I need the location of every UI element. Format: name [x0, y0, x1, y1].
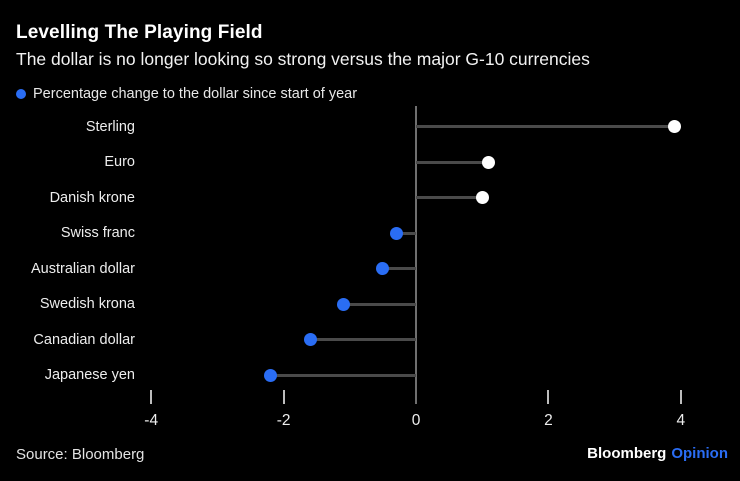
axis-tick-label: -4 [144, 412, 159, 429]
data-point-dot [667, 120, 681, 133]
stem-line [270, 373, 416, 377]
legend-label: Percentage change to the dollar since st… [33, 86, 358, 102]
axis-tick [282, 390, 285, 404]
axis-tick-label: -2 [276, 412, 291, 429]
category-label: Swiss franc [60, 225, 135, 241]
category-label: Sterling [85, 118, 135, 135]
stem-line [416, 125, 675, 128]
zero-axis-line [415, 106, 417, 404]
axis-tick [547, 390, 550, 404]
stem-line [382, 267, 416, 270]
data-point-dot [336, 297, 350, 311]
category-label: Swedish krona [39, 296, 135, 312]
brand-suffix: Opinion [671, 445, 728, 462]
data-point-dot [263, 368, 277, 382]
data-point-dot [482, 155, 496, 169]
chart-title: Levelling The Playing Field [16, 22, 263, 43]
stem-line [396, 231, 416, 235]
legend-dot-icon [16, 89, 26, 99]
axis-tick-label: 2 [544, 412, 553, 429]
axis-tick [679, 390, 682, 404]
stem-line [343, 302, 416, 306]
category-label: Japanese yen [44, 367, 135, 383]
category-label: Canadian dollar [33, 331, 135, 348]
stem-line [416, 196, 483, 199]
stem-line [310, 338, 416, 341]
category-label: Australian dollar [31, 260, 135, 277]
data-point-dot [303, 333, 317, 346]
chart-subtitle: The dollar is no longer looking so stron… [16, 49, 590, 69]
data-point-dot [475, 191, 489, 204]
brand-name: Bloomberg [587, 445, 667, 462]
category-label: Euro [104, 154, 135, 170]
plot-area: Sterling Euro Danish krone Swiss franc Austr… [0, 106, 740, 429]
legend: Percentage change to the dollar since st… [16, 86, 357, 102]
data-point-dot [376, 262, 390, 275]
category-label: Danish krone [49, 189, 135, 206]
stem-line [416, 160, 489, 164]
source-attribution: Source: Bloomberg [16, 446, 145, 463]
axis-tick-label: 0 [411, 412, 421, 429]
brand-logo: Bloomberg Opinion [587, 445, 728, 462]
axis-tick-label: 4 [676, 412, 686, 429]
axis-tick [150, 390, 153, 404]
data-point-dot [389, 226, 403, 240]
